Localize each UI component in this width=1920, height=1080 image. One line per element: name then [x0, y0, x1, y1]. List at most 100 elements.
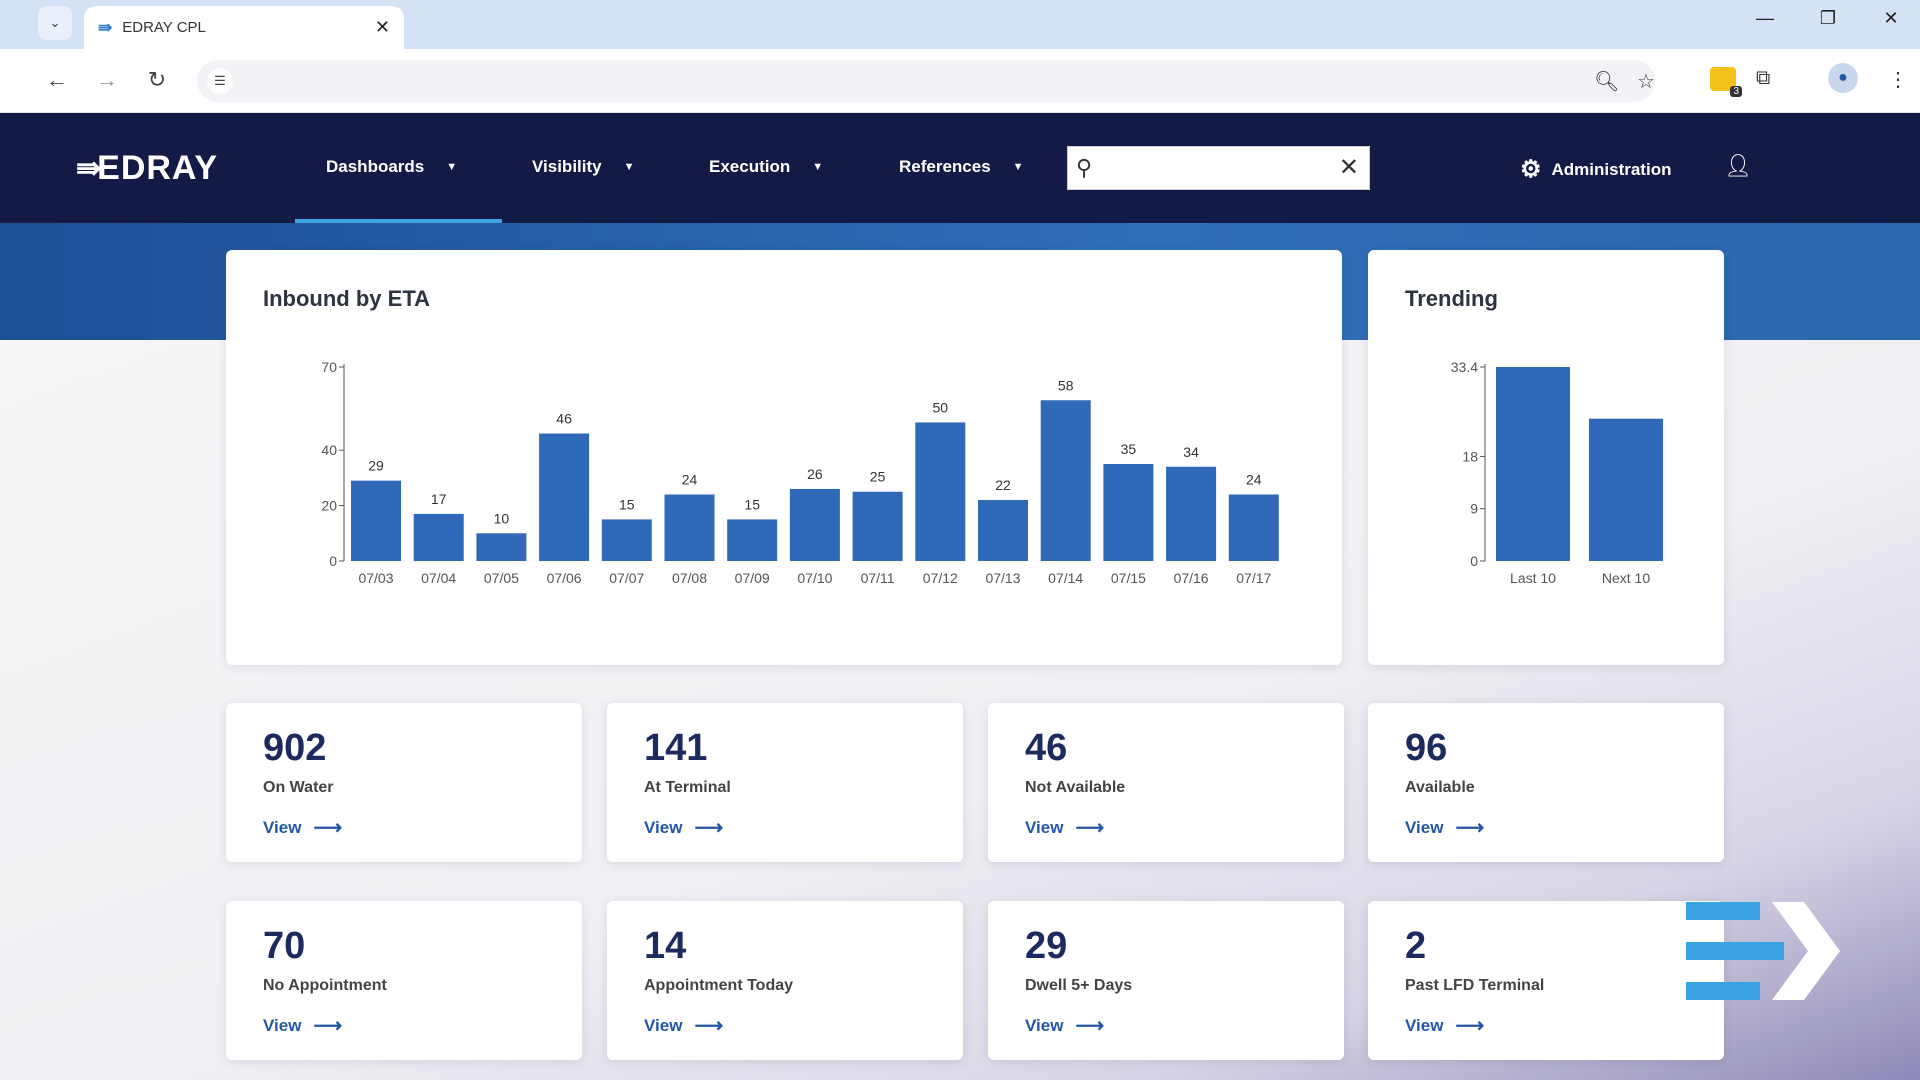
bar	[1103, 464, 1154, 561]
window-close-icon[interactable]: ✕	[1883, 8, 1899, 28]
logo-arrow-icon: ⇛	[76, 152, 101, 185]
view-link[interactable]: View ⟶	[644, 815, 723, 840]
stat-label: Available	[1405, 779, 1475, 796]
bar-value-label: 22	[995, 477, 1011, 493]
y-tick-label: 70	[321, 359, 337, 375]
menu-label: References	[899, 157, 991, 176]
bar	[351, 480, 401, 561]
profile-avatar-icon[interactable]: ●	[1828, 63, 1858, 93]
arrow-right-icon: ⟶	[313, 817, 343, 839]
bar	[852, 491, 903, 561]
caret-down-icon: ▼	[1012, 161, 1024, 173]
view-label: View	[263, 1015, 302, 1035]
bar-value-label: 10	[494, 510, 510, 526]
bar-value-label: 29	[368, 458, 384, 474]
zoom-icon[interactable]: 🔍︎	[1594, 71, 1620, 93]
stat-value: 141	[644, 727, 708, 769]
x-tick-label: 07/14	[1048, 570, 1083, 586]
inbound-bar-chart: 0 20 40 70 29 07/03 17 07/04 10 07/05 46 07/06 15 07/…	[321, 359, 1279, 586]
back-icon[interactable]: ←	[46, 67, 68, 92]
stat-label: Dwell 5+ Days	[1025, 977, 1133, 994]
caret-down-icon: ▼	[812, 161, 824, 173]
reload-icon[interactable]: ↻	[147, 67, 167, 92]
y-tick-label: 9	[1470, 501, 1478, 517]
view-link[interactable]: View ⟶	[263, 815, 342, 840]
menu-label: Dashboards	[326, 157, 425, 176]
stat-label: On Water	[263, 779, 334, 796]
user-account-icon[interactable]: 👤︎	[1724, 153, 1752, 178]
view-link[interactable]: View ⟶	[1025, 1013, 1104, 1038]
browser-menu-icon[interactable]: ⋮	[1888, 69, 1908, 91]
x-tick-label: 07/05	[484, 570, 519, 586]
url-field[interactable]: ☰ 🔍︎ ☆	[197, 60, 1655, 102]
restore-icon[interactable]: ❐	[1819, 8, 1837, 28]
x-tick-label: 07/17	[1236, 570, 1271, 586]
view-link[interactable]: View ⟶	[1405, 815, 1484, 840]
bar	[664, 494, 715, 561]
stat-card: 902 On Water View ⟶	[226, 703, 582, 862]
bar-value-label: 46	[556, 411, 572, 427]
stat-value: 46	[1025, 727, 1068, 769]
stat-card: 14 Appointment Today View ⟶	[607, 901, 963, 1060]
arrow-right-icon: ⟶	[313, 1015, 343, 1037]
minimize-icon[interactable]: —	[1756, 8, 1774, 28]
x-tick-label: Next 10	[1602, 570, 1650, 586]
view-label: View	[1405, 817, 1444, 837]
bar	[1589, 418, 1663, 561]
extension-badge-icon[interactable]: 3	[1710, 67, 1742, 97]
arrow-right-icon: ⟶	[1075, 1015, 1105, 1037]
x-tick-label: 07/13	[985, 570, 1020, 586]
stat-label: Past LFD Terminal	[1405, 977, 1545, 994]
x-tick-label: 07/16	[1174, 570, 1209, 586]
y-tick-label: 0	[1470, 553, 1478, 569]
bar	[1496, 367, 1570, 561]
stat-value: 70	[263, 925, 306, 967]
bar-value-label: 15	[619, 496, 635, 512]
extension-badge-count: 3	[1730, 86, 1742, 97]
brand-logo[interactable]: ⇛ EDRAY	[76, 149, 218, 188]
address-bar: ← → ↻ ☰ 🔍︎ ☆ 3 ⧉ ● ⋮	[0, 49, 1920, 113]
extensions-puzzle-icon[interactable]: ⧉	[1756, 67, 1771, 89]
arrow-right-icon: ⟶	[1455, 1015, 1485, 1037]
menu-label: Execution	[709, 157, 791, 176]
site-settings-icon[interactable]: ☰	[207, 68, 233, 94]
bar-value-label: 58	[1058, 377, 1074, 393]
menu-references[interactable]: References ▼	[899, 157, 1024, 177]
x-tick-label: 07/09	[735, 570, 770, 586]
stat-card: 70 No Appointment View ⟶	[226, 901, 582, 1060]
view-label: View	[644, 817, 683, 837]
edray-chevron-logo-icon	[1686, 902, 1840, 1000]
bar-value-label: 35	[1121, 441, 1137, 457]
view-link[interactable]: View ⟶	[1405, 1013, 1484, 1038]
view-link[interactable]: View ⟶	[1025, 815, 1104, 840]
menu-visibility[interactable]: Visibility ▼	[532, 157, 635, 177]
inbound-chart-title: Inbound by ETA	[263, 286, 431, 311]
browser-tab[interactable]: ⇛ EDRAY CPL ✕	[84, 6, 404, 49]
trending-bar-chart: 0 9 18 33.4 Last 10 Next 10	[1451, 359, 1663, 586]
search-input[interactable]: ⚲ ✕	[1067, 146, 1370, 190]
x-tick-label: 07/15	[1111, 570, 1146, 586]
forward-icon[interactable]: →	[96, 67, 118, 92]
tab-search-chevron-icon[interactable]: ⌄	[38, 6, 72, 40]
clear-search-icon[interactable]: ✕	[1338, 154, 1359, 181]
x-tick-label: 07/10	[797, 570, 832, 586]
view-label: View	[1405, 1015, 1444, 1035]
bar	[413, 513, 464, 561]
tab-close-icon[interactable]: ✕	[374, 17, 390, 37]
bar	[978, 500, 1028, 561]
x-tick-label: 07/07	[609, 570, 644, 586]
stat-value: 14	[644, 925, 687, 967]
x-tick-label: 07/03	[358, 570, 393, 586]
bookmark-star-icon[interactable]: ☆	[1637, 71, 1655, 93]
bar-value-label: 25	[870, 469, 886, 485]
stat-card: 96 Available View ⟶	[1368, 703, 1724, 862]
view-link[interactable]: View ⟶	[644, 1013, 723, 1038]
tab-favicon-icon: ⇛	[98, 17, 112, 37]
menu-dashboards[interactable]: Dashboards ▼	[326, 157, 457, 177]
view-link[interactable]: View ⟶	[263, 1013, 342, 1038]
administration-link[interactable]: ⚙ Administration	[1520, 155, 1671, 184]
stat-label: Not Available	[1025, 779, 1126, 796]
bar	[539, 433, 590, 561]
menu-execution[interactable]: Execution ▼	[709, 157, 823, 177]
bar-value-label: 24	[1246, 471, 1262, 487]
